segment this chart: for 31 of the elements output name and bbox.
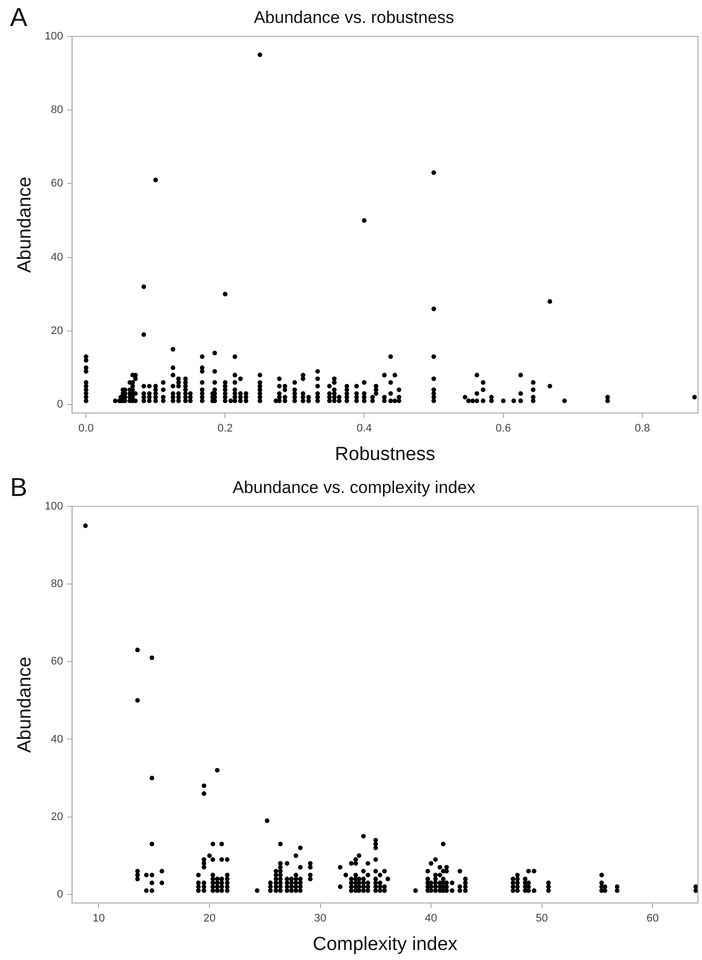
y-tick-label: 80 — [50, 578, 64, 590]
x-tick-label: 30 — [314, 912, 326, 925]
y-axis-title: Abundance — [14, 176, 36, 273]
y-tick-label: 20 — [50, 324, 64, 337]
x-tick-label: 10 — [92, 912, 105, 925]
x-tick-label: 0.4 — [356, 422, 372, 435]
x-axis-title: Robustness — [334, 444, 436, 465]
x-tick-label: 0.6 — [496, 422, 511, 435]
y-axis-title: Abundance — [14, 656, 36, 753]
y-tick-label: 0 — [57, 888, 64, 900]
y-tick-label: 60 — [50, 178, 64, 190]
y-tick-label: 20 — [50, 810, 64, 823]
y-tick-label: 80 — [50, 104, 64, 116]
y-tick-label: 40 — [50, 251, 64, 264]
x-tick-label: 20 — [203, 912, 216, 925]
text: B — [10, 472, 28, 503]
x-tick-label: 40 — [424, 912, 438, 925]
x-tick-label: 50 — [536, 912, 548, 925]
y-tick-label: 0 — [57, 398, 64, 411]
x-tick-label: 0.0 — [78, 422, 94, 435]
x-axis-title: Complexity index — [312, 934, 458, 955]
y-tick-label: 40 — [50, 733, 64, 746]
x-tick-label: 60 — [646, 912, 659, 925]
y-tick-label: 60 — [50, 656, 64, 668]
x-tick-label: 0.2 — [217, 422, 233, 435]
chart-title: Abundance vs. robustness — [254, 8, 454, 27]
y-tick-label: 100 — [44, 30, 64, 42]
x-tick-label: 0.8 — [634, 422, 650, 435]
text: A — [10, 2, 28, 33]
chart-title: Abundance vs. complexity index — [232, 478, 476, 497]
y-tick-label: 100 — [44, 500, 64, 512]
